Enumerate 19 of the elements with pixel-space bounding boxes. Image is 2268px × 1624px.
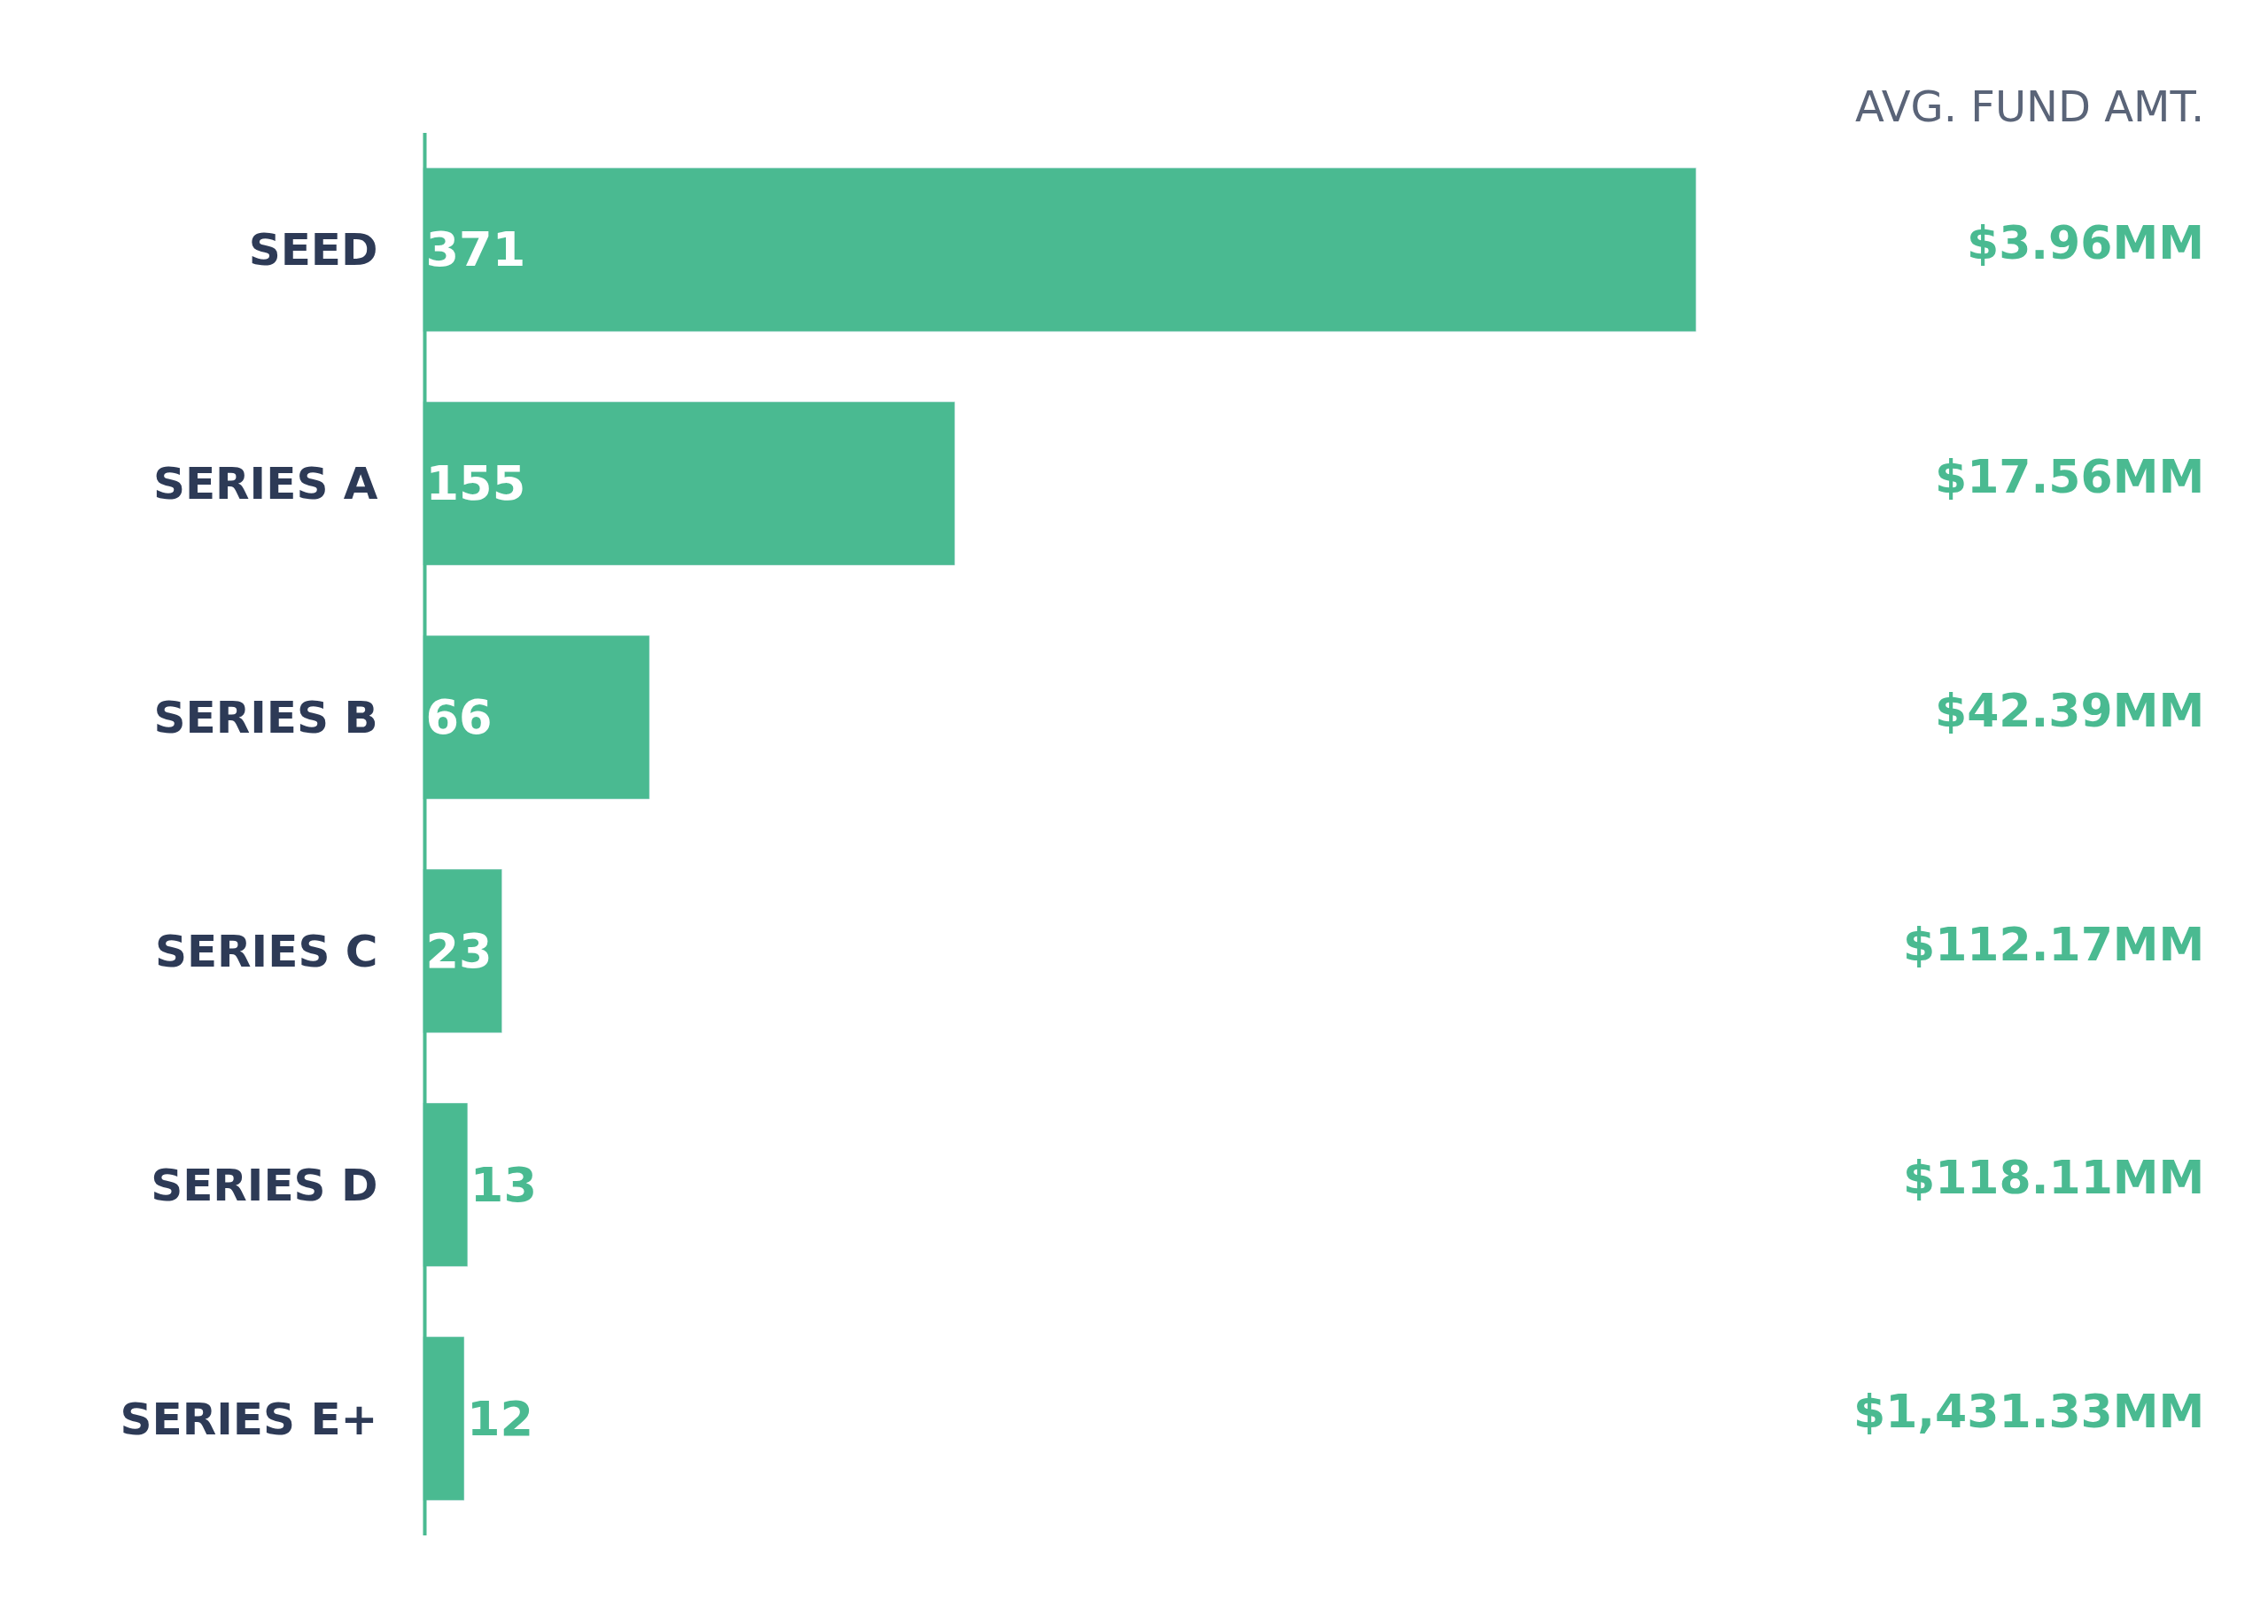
data-label: 12 (466, 1390, 534, 1447)
text: $112.17MM (1903, 918, 2205, 971)
y-tick-label: SERIES B (153, 692, 378, 744)
data-label: 13 (470, 1156, 538, 1213)
text: $3.96MM (1967, 216, 2204, 269)
y-tick-label: SERIES A (152, 458, 378, 510)
y-tick-label: SEED (248, 224, 378, 276)
data-label: 371 (425, 221, 526, 278)
text: $42.39MM (1935, 684, 2205, 737)
text: $1,431.33MM (1853, 1385, 2205, 1438)
text: $17.56MM (1935, 450, 2205, 503)
text: AVG. FUND AMT. (1855, 82, 2205, 131)
data-label: 23 (425, 922, 493, 979)
y-tick-label: SERIES C (154, 925, 378, 977)
text: $118.11MM (1903, 1151, 2205, 1204)
data-label: 155 (425, 455, 526, 512)
data-label: 66 (425, 689, 493, 746)
y-tick-label: SERIES E+ (120, 1393, 378, 1445)
y-tick-label: SERIES D (151, 1159, 378, 1211)
